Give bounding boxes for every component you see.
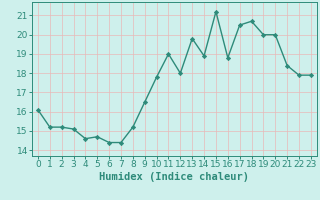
X-axis label: Humidex (Indice chaleur): Humidex (Indice chaleur) <box>100 172 249 182</box>
